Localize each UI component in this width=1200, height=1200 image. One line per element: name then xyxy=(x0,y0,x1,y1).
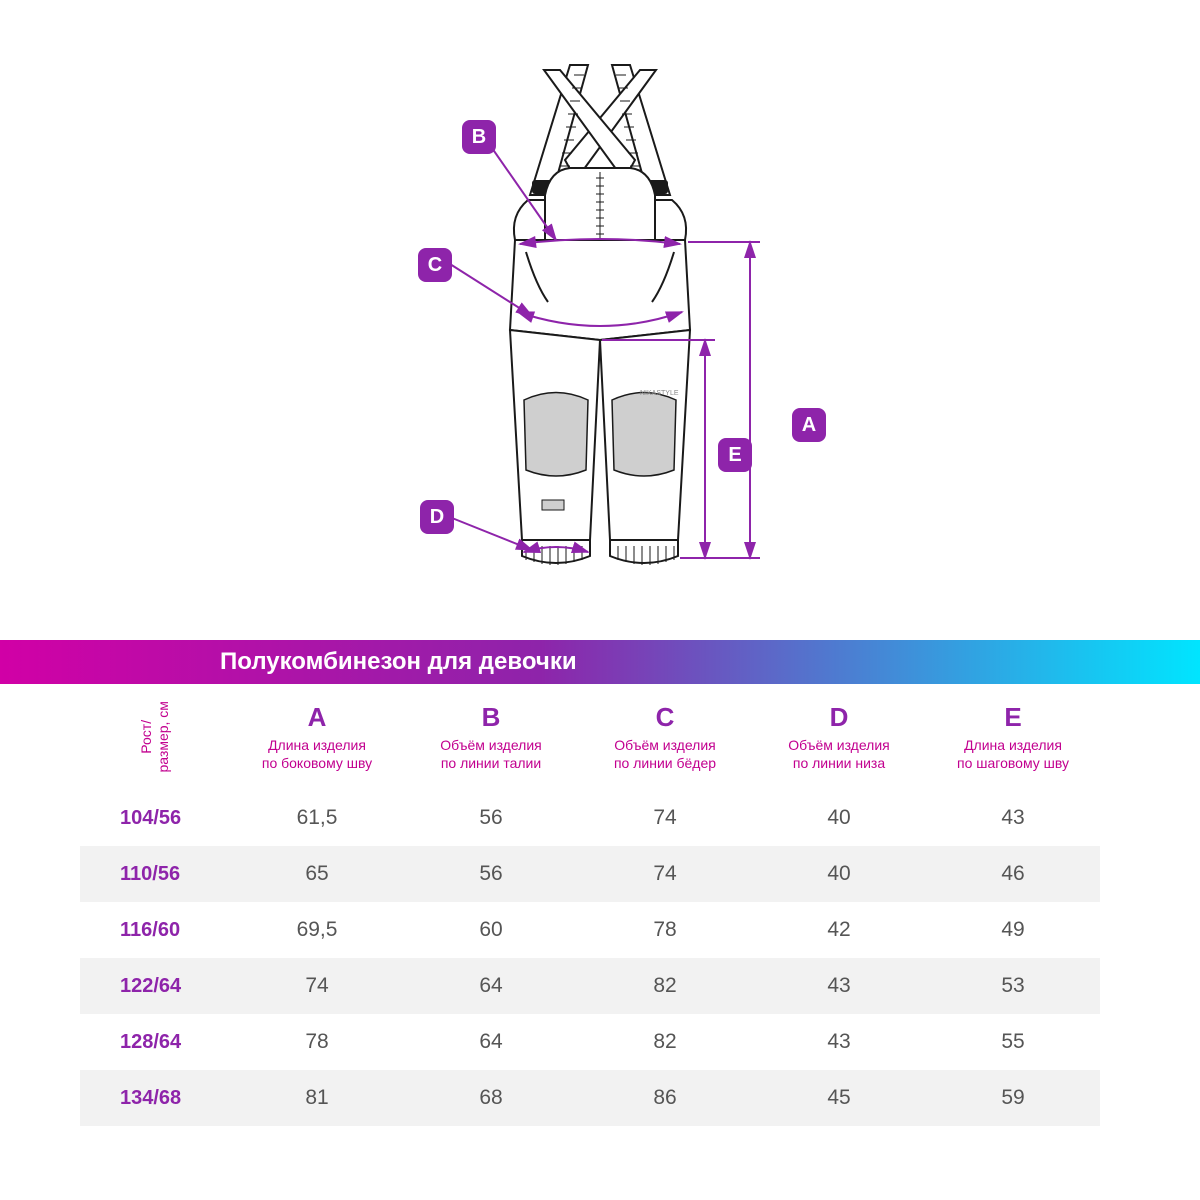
value-cell: 56 xyxy=(404,846,578,902)
value-cell: 65 xyxy=(230,846,404,902)
size-cell: 128/64 xyxy=(80,1014,230,1070)
value-cell: 78 xyxy=(230,1014,404,1070)
value-cell: 53 xyxy=(926,958,1100,1014)
value-cell: 40 xyxy=(752,846,926,902)
marker-e: E xyxy=(718,438,752,472)
value-cell: 74 xyxy=(230,958,404,1014)
value-cell: 56 xyxy=(404,790,578,846)
value-cell: 42 xyxy=(752,902,926,958)
value-cell: 55 xyxy=(926,1014,1100,1070)
size-cell: 134/68 xyxy=(80,1070,230,1126)
value-cell: 43 xyxy=(926,790,1100,846)
table-row: 128/647864824355 xyxy=(80,1014,1100,1070)
table-row: 110/566556744046 xyxy=(80,846,1100,902)
value-cell: 45 xyxy=(752,1070,926,1126)
value-cell: 59 xyxy=(926,1070,1100,1126)
garment-diagram: NIKASTYLE xyxy=(340,40,860,600)
value-cell: 49 xyxy=(926,902,1100,958)
value-cell: 69,5 xyxy=(230,902,404,958)
title-bar: Полукомбинезон для девочки xyxy=(0,640,1200,684)
value-cell: 82 xyxy=(578,1014,752,1070)
table-row: 122/647464824353 xyxy=(80,958,1100,1014)
value-cell: 68 xyxy=(404,1070,578,1126)
value-cell: 64 xyxy=(404,958,578,1014)
diagram-area: NIKASTYLE xyxy=(0,0,1200,640)
table-header-row: Рост/ размер, см A Длина изделияпо боков… xyxy=(80,684,1100,790)
table-body: 104/5661,556744043110/566556744046116/60… xyxy=(80,790,1100,1126)
table-row: 134/688168864559 xyxy=(80,1070,1100,1126)
title-text: Полукомбинезон для девочки xyxy=(220,648,577,676)
value-cell: 86 xyxy=(578,1070,752,1126)
value-cell: 40 xyxy=(752,790,926,846)
col-header-b: B Объём изделияпо линии талии xyxy=(404,684,578,790)
size-table-container: Рост/ размер, см A Длина изделияпо боков… xyxy=(0,684,1200,1126)
marker-b: B xyxy=(462,120,496,154)
value-cell: 74 xyxy=(578,790,752,846)
value-cell: 78 xyxy=(578,902,752,958)
size-cell: 116/60 xyxy=(80,902,230,958)
table-row: 116/6069,560784249 xyxy=(80,902,1100,958)
value-cell: 64 xyxy=(404,1014,578,1070)
marker-a: A xyxy=(792,408,826,442)
value-cell: 60 xyxy=(404,902,578,958)
size-cell: 104/56 xyxy=(80,790,230,846)
size-table: Рост/ размер, см A Длина изделияпо боков… xyxy=(80,684,1100,1126)
value-cell: 43 xyxy=(752,958,926,1014)
col-header-d: D Объём изделияпо линии низа xyxy=(752,684,926,790)
col-header-c: C Объём изделияпо линии бёдер xyxy=(578,684,752,790)
col-header-a: A Длина изделияпо боковому шву xyxy=(230,684,404,790)
brand-label: NIKASTYLE xyxy=(640,390,679,397)
col-header-e: E Длина изделияпо шаговому шву xyxy=(926,684,1100,790)
value-cell: 61,5 xyxy=(230,790,404,846)
table-row: 104/5661,556744043 xyxy=(80,790,1100,846)
value-cell: 74 xyxy=(578,846,752,902)
size-column-header: Рост/ размер, см xyxy=(80,684,230,790)
size-cell: 122/64 xyxy=(80,958,230,1014)
size-cell: 110/56 xyxy=(80,846,230,902)
value-cell: 81 xyxy=(230,1070,404,1126)
marker-c: C xyxy=(418,248,452,282)
value-cell: 46 xyxy=(926,846,1100,902)
marker-d: D xyxy=(420,500,454,534)
value-cell: 82 xyxy=(578,958,752,1014)
value-cell: 43 xyxy=(752,1014,926,1070)
